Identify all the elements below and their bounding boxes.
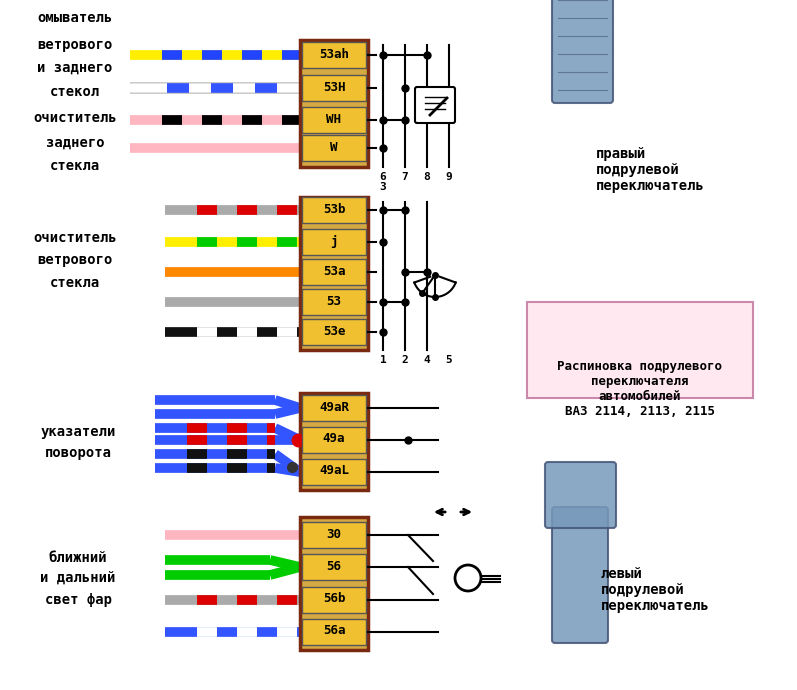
Text: 53H: 53H xyxy=(323,81,345,94)
Text: поворота: поворота xyxy=(45,446,112,460)
Text: 49aR: 49aR xyxy=(319,400,349,413)
FancyBboxPatch shape xyxy=(415,87,455,123)
Text: W: W xyxy=(330,141,338,153)
FancyBboxPatch shape xyxy=(300,393,368,490)
Text: заднего: заднего xyxy=(45,136,104,150)
FancyBboxPatch shape xyxy=(552,507,608,643)
Text: 53a: 53a xyxy=(323,264,345,277)
Text: 30: 30 xyxy=(327,527,341,540)
Text: правый
подрулевой
переключатель: правый подрулевой переключатель xyxy=(595,147,705,193)
Text: 4: 4 xyxy=(424,355,430,365)
FancyBboxPatch shape xyxy=(302,197,366,223)
Text: WH: WH xyxy=(327,112,341,126)
FancyBboxPatch shape xyxy=(300,40,368,167)
FancyBboxPatch shape xyxy=(302,395,366,421)
Text: 53: 53 xyxy=(327,295,341,308)
Text: 2: 2 xyxy=(402,355,408,365)
Text: 56: 56 xyxy=(327,560,341,573)
FancyBboxPatch shape xyxy=(302,135,366,161)
FancyBboxPatch shape xyxy=(302,259,366,285)
Text: и дальний: и дальний xyxy=(41,571,116,585)
Text: 53b: 53b xyxy=(323,202,345,215)
Text: стекла: стекла xyxy=(50,159,100,173)
Text: ближний: ближний xyxy=(49,551,108,565)
FancyBboxPatch shape xyxy=(300,197,368,350)
Text: 7: 7 xyxy=(402,172,408,182)
Text: очиститель: очиститель xyxy=(33,111,117,125)
Text: свет фар: свет фар xyxy=(45,593,112,607)
Text: 49aL: 49aL xyxy=(319,464,349,477)
Text: j: j xyxy=(330,235,338,248)
FancyBboxPatch shape xyxy=(302,554,366,580)
Text: указатели: указатели xyxy=(41,425,116,439)
FancyBboxPatch shape xyxy=(302,107,366,133)
Text: и заднего: и заднего xyxy=(37,61,112,75)
Text: стекла: стекла xyxy=(50,276,100,290)
FancyBboxPatch shape xyxy=(302,42,366,68)
Text: ветрового: ветрового xyxy=(37,38,112,52)
Text: ветрового: ветрового xyxy=(37,253,112,267)
FancyBboxPatch shape xyxy=(545,462,616,528)
FancyBboxPatch shape xyxy=(302,459,366,485)
FancyBboxPatch shape xyxy=(552,0,613,103)
FancyBboxPatch shape xyxy=(302,427,366,453)
FancyBboxPatch shape xyxy=(302,319,366,345)
Text: 3: 3 xyxy=(379,182,387,192)
Text: 53e: 53e xyxy=(323,324,345,337)
FancyBboxPatch shape xyxy=(302,619,366,645)
Text: 6: 6 xyxy=(379,172,387,182)
Text: Распиновка подрулевого
переключателя
автомобилей
ВАЗ 2114, 2113, 2115: Распиновка подрулевого переключателя авт… xyxy=(557,360,723,418)
FancyBboxPatch shape xyxy=(302,75,366,101)
Text: 5: 5 xyxy=(446,355,453,365)
Text: очиститель: очиститель xyxy=(33,231,117,245)
FancyBboxPatch shape xyxy=(300,517,368,650)
Text: 1: 1 xyxy=(379,355,387,365)
Text: омыватель: омыватель xyxy=(37,11,112,25)
FancyBboxPatch shape xyxy=(302,289,366,315)
Text: 49a: 49a xyxy=(323,433,345,446)
FancyBboxPatch shape xyxy=(302,587,366,613)
Text: стекол: стекол xyxy=(50,85,100,99)
Text: 56b: 56b xyxy=(323,593,345,606)
Text: 53ah: 53ah xyxy=(319,48,349,61)
Text: 56a: 56a xyxy=(323,624,345,638)
FancyBboxPatch shape xyxy=(527,302,753,398)
Text: 8: 8 xyxy=(424,172,430,182)
Text: 9: 9 xyxy=(446,172,453,182)
FancyBboxPatch shape xyxy=(302,229,366,255)
Text: левый
подрулевой
переключатель: левый подрулевой переключатель xyxy=(601,566,709,613)
FancyBboxPatch shape xyxy=(302,522,366,548)
